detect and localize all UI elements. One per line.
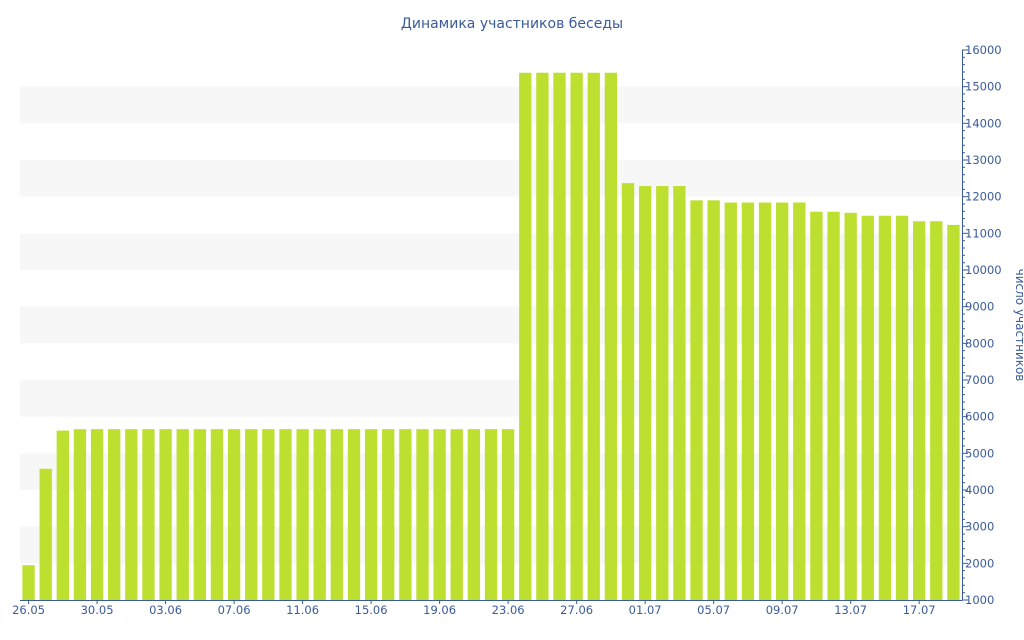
- bar: [90, 429, 104, 600]
- y-tick-label: 8000: [965, 336, 994, 350]
- bar: [587, 72, 600, 600]
- bar: [262, 429, 275, 600]
- bar: [895, 215, 909, 600]
- y-tick-label: 2000: [965, 556, 994, 570]
- grid-band: [20, 160, 962, 197]
- bar: [519, 72, 532, 600]
- bar: [878, 215, 892, 600]
- bar: [758, 202, 772, 601]
- y-axis-label: число участников: [1013, 269, 1024, 382]
- bar: [433, 429, 446, 600]
- x-tick-label: 01.07: [629, 603, 662, 617]
- bar: [775, 202, 789, 601]
- bar: [450, 429, 463, 600]
- x-tick-label: 19.06: [423, 603, 456, 617]
- bar: [690, 200, 703, 601]
- bar: [827, 211, 840, 600]
- axes: [20, 50, 963, 601]
- bar: [621, 183, 635, 600]
- bar: [913, 221, 926, 600]
- bar: [536, 72, 549, 600]
- y-tick-label: 12000: [965, 190, 1002, 204]
- y-tick-label: 16000: [965, 43, 1002, 57]
- bar: [364, 429, 378, 600]
- x-tick-label: 23.06: [492, 603, 525, 617]
- bar: [930, 221, 943, 600]
- bar: [861, 215, 874, 600]
- y-tick-label: 11000: [965, 226, 1002, 240]
- y-tick-label: 4000: [965, 483, 994, 497]
- y-tick-label: 10000: [965, 263, 1002, 277]
- y-tick-label: 3000: [965, 520, 994, 534]
- bar: [159, 429, 172, 600]
- bar: [279, 429, 292, 600]
- x-tick-label: 05.07: [697, 603, 730, 617]
- x-tick-label: 13.07: [834, 603, 867, 617]
- bar: [656, 186, 669, 601]
- y-tick-label: 13000: [965, 153, 1002, 167]
- y-tick-label: 6000: [965, 410, 994, 424]
- y-tick-label: 7000: [965, 373, 994, 387]
- bar: [844, 212, 857, 601]
- y-tick-label: 15000: [965, 80, 1002, 94]
- bars: [22, 72, 960, 601]
- bar: [673, 186, 686, 601]
- bar: [399, 429, 412, 600]
- bar: [245, 429, 258, 600]
- bar: [73, 429, 87, 600]
- x-tick-label: 27.06: [560, 603, 593, 617]
- y-tick-label: 5000: [965, 446, 994, 460]
- bar: [22, 565, 35, 600]
- bar: [707, 200, 720, 601]
- x-tick-label: 26.05: [12, 603, 45, 617]
- bar: [330, 429, 344, 600]
- bar: [741, 202, 755, 601]
- bar: [947, 224, 960, 600]
- bar: [56, 430, 69, 600]
- bar: [39, 468, 52, 600]
- bar: [313, 429, 326, 600]
- chart-title: Динамика участников беседы: [401, 16, 623, 32]
- x-tick-label: 17.07: [903, 603, 936, 617]
- bar: [193, 429, 207, 600]
- bar: [604, 72, 618, 600]
- bar: [501, 429, 515, 600]
- bar: [793, 202, 806, 601]
- x-tick-label: 11.06: [286, 603, 319, 617]
- bar: [176, 429, 189, 600]
- bar: [108, 429, 121, 600]
- bar: [484, 429, 498, 600]
- bar: [416, 429, 429, 600]
- bar: [553, 72, 566, 600]
- x-tick-label: 07.06: [218, 603, 251, 617]
- grid-band: [20, 86, 962, 124]
- bar: [296, 429, 309, 600]
- bar: [724, 202, 737, 601]
- bar: [570, 72, 583, 600]
- bar: [210, 429, 224, 600]
- bar: [142, 429, 155, 600]
- bar: [638, 186, 652, 601]
- bar: [347, 429, 361, 600]
- y-tick-label: 9000: [965, 300, 994, 314]
- x-tick-label: 09.07: [766, 603, 799, 617]
- x-tick-label: 03.06: [149, 603, 182, 617]
- x-ticks: 26.05 30.05 03.06 07.06 11.06 15.06 19.06 23.06…: [12, 600, 936, 617]
- x-tick-label: 15.06: [355, 603, 388, 617]
- bar: [467, 429, 481, 600]
- bar: [810, 211, 823, 600]
- y-tick-label: 1000: [965, 593, 994, 607]
- x-tick-label: 30.05: [81, 603, 114, 617]
- bar: [125, 429, 138, 600]
- y-tick-label: 14000: [965, 116, 1002, 130]
- bar: [382, 429, 395, 600]
- y-ticks: 1000 2000 3000 4000 5000 6000 7000 8000 9000 1000…: [962, 43, 1002, 607]
- bar: [227, 429, 241, 600]
